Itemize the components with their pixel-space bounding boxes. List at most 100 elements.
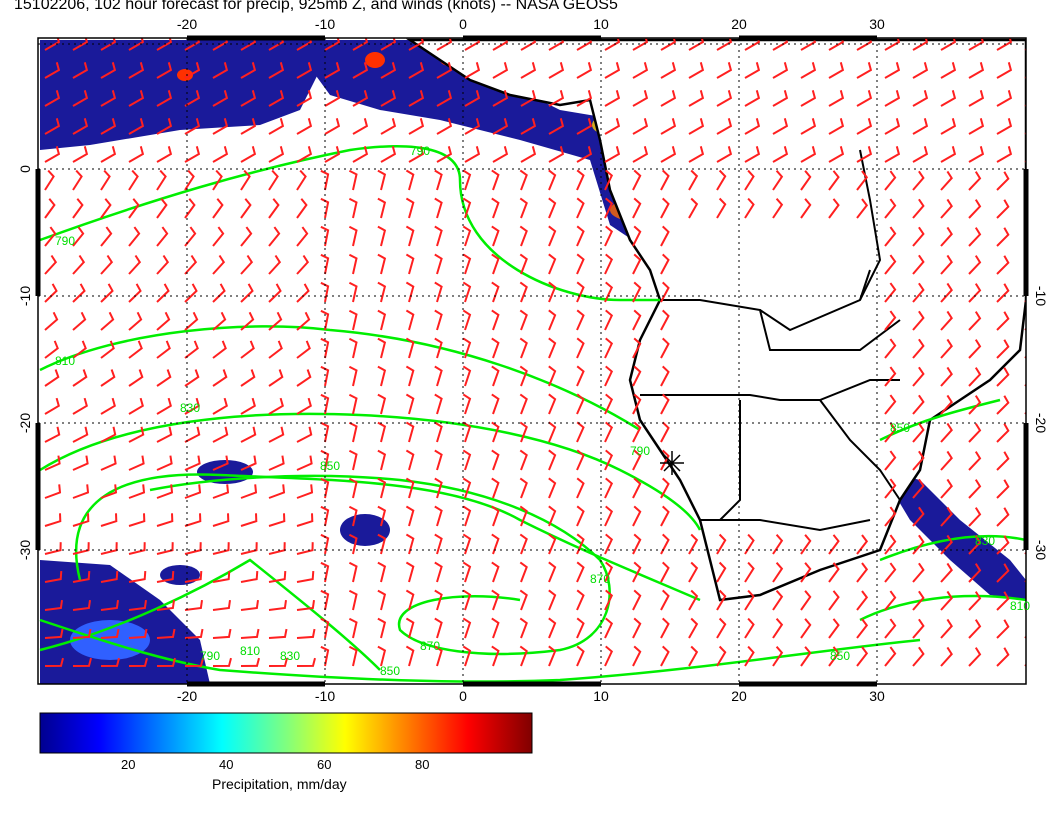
wind-barb (940, 226, 953, 247)
wind-barb (519, 197, 528, 219)
wind-barb (128, 311, 143, 331)
wind-barb (828, 198, 840, 219)
lon-label: -20 (177, 688, 197, 704)
wind-barb (212, 198, 224, 219)
wind-barb (828, 562, 840, 583)
wind-barb (380, 62, 397, 79)
wind-barb (744, 62, 761, 79)
wind-barb (912, 198, 925, 219)
wind-barb (660, 393, 670, 415)
lon-label: -10 (315, 16, 335, 32)
lon-label: 0 (459, 16, 467, 32)
wind-barb (268, 90, 285, 107)
wind-barb (884, 562, 897, 583)
colorbar-tick: 60 (317, 757, 332, 772)
wind-barb (800, 590, 812, 611)
wind-barb (604, 449, 614, 471)
wind-barb (240, 38, 257, 51)
wind-barb (828, 618, 840, 639)
wind-barb (405, 449, 415, 471)
wind-barb (240, 226, 253, 247)
wind-barb (184, 311, 199, 331)
wind-barb (348, 169, 358, 191)
wind-barb (268, 254, 282, 275)
wind-barb (968, 90, 985, 107)
lat-label: -30 (1033, 540, 1049, 560)
wind-barb (856, 170, 869, 191)
wind-barb (44, 542, 62, 555)
lat-label: -30 (17, 540, 33, 560)
wind-barb (856, 62, 873, 79)
wind-barb (296, 397, 312, 415)
wind-barb (268, 426, 285, 443)
wind-barb (268, 146, 285, 163)
wind-barb (519, 477, 528, 499)
wind-barb (377, 477, 387, 499)
wind-barb (800, 534, 812, 555)
wind-barb (377, 645, 387, 667)
wind-barb (660, 421, 670, 443)
wind-barb (184, 283, 198, 303)
wind-barb (576, 365, 585, 387)
wind-barb (912, 562, 925, 583)
wind-barb (44, 311, 59, 331)
wind-barb (996, 619, 1010, 639)
wind-barb (856, 618, 869, 639)
wind-barb (212, 254, 226, 275)
wind-barb (405, 393, 415, 415)
lon-labels-bottom: -20 -10 0 10 20 30 (177, 688, 885, 704)
wind-barb (434, 561, 443, 583)
wind-barb (156, 513, 174, 527)
wind-barb (968, 395, 982, 415)
wind-barb (940, 198, 953, 219)
wind-barb (320, 309, 330, 331)
lat-label: -10 (1033, 286, 1049, 306)
wind-barb (604, 146, 621, 163)
wind-barb (576, 225, 585, 247)
wind-barb (377, 253, 387, 275)
wind-barb (688, 169, 699, 191)
wind-barb (72, 455, 89, 471)
wind-barb (405, 477, 415, 499)
lat-labels-right: -10 -20 -30 (1033, 286, 1049, 560)
wind-barb (576, 281, 585, 303)
wind-barb (100, 426, 117, 443)
wind-barb (156, 599, 175, 611)
wind-barb (44, 369, 60, 387)
wind-barb (828, 646, 840, 667)
wind-barb (940, 338, 953, 359)
wind-barb (632, 561, 642, 583)
wind-barb (184, 397, 200, 415)
wind-barb (828, 534, 840, 555)
contour-label: 850 (320, 459, 340, 473)
wind-barb (800, 90, 817, 107)
wind-barb (772, 618, 784, 639)
wind-barb (405, 337, 415, 359)
wind-barb (268, 513, 286, 527)
wind-barb (352, 146, 369, 163)
wind-barb (462, 645, 472, 667)
wind-barb (212, 38, 229, 51)
wind-barb (296, 484, 314, 499)
lon-labels-top: -20 -10 0 10 20 30 (177, 16, 885, 32)
wind-barb (604, 645, 614, 667)
wind-barb (660, 449, 670, 471)
wind-barb (604, 617, 614, 639)
wind-barb (744, 118, 761, 135)
wind-barb (128, 62, 145, 79)
contour-label: 830 (280, 649, 300, 663)
wind-barb (968, 619, 982, 639)
wind-barb (491, 337, 500, 359)
wind-barb (632, 477, 642, 499)
contour-label: 810 (240, 644, 260, 658)
wind-barb (240, 62, 257, 79)
wind-barb (491, 561, 500, 583)
wind-barb (660, 281, 670, 303)
wind-barb (434, 197, 443, 219)
wind-barb (405, 617, 415, 639)
wind-barb (940, 146, 957, 163)
wind-barb (436, 62, 453, 79)
wind-barb (996, 118, 1013, 135)
contour-label: 850 (380, 664, 400, 678)
